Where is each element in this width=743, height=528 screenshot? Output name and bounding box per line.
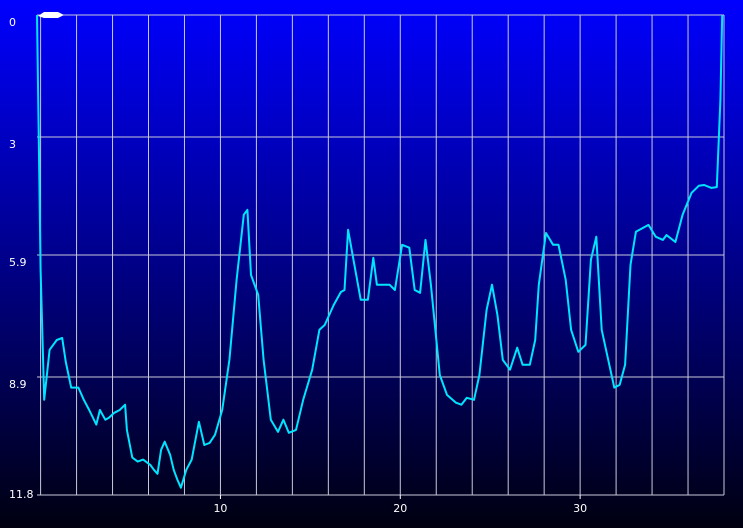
- y-tick-label: 8.9: [9, 378, 27, 391]
- y-tick-label: 3: [9, 138, 16, 151]
- x-tick-label: 10: [213, 502, 227, 515]
- x-tick-label: 30: [573, 502, 587, 515]
- y-tick-label: 5.9: [9, 256, 27, 269]
- plot-area: 0 3 5.9 8.9 11.8 10 20 30: [9, 14, 725, 515]
- x-tick-label: 20: [393, 502, 407, 515]
- y-tick-label: 11.8: [9, 488, 34, 501]
- depth-line: [36, 14, 724, 489]
- boat-icon: [38, 12, 64, 18]
- y-tick-label: 0: [9, 16, 16, 29]
